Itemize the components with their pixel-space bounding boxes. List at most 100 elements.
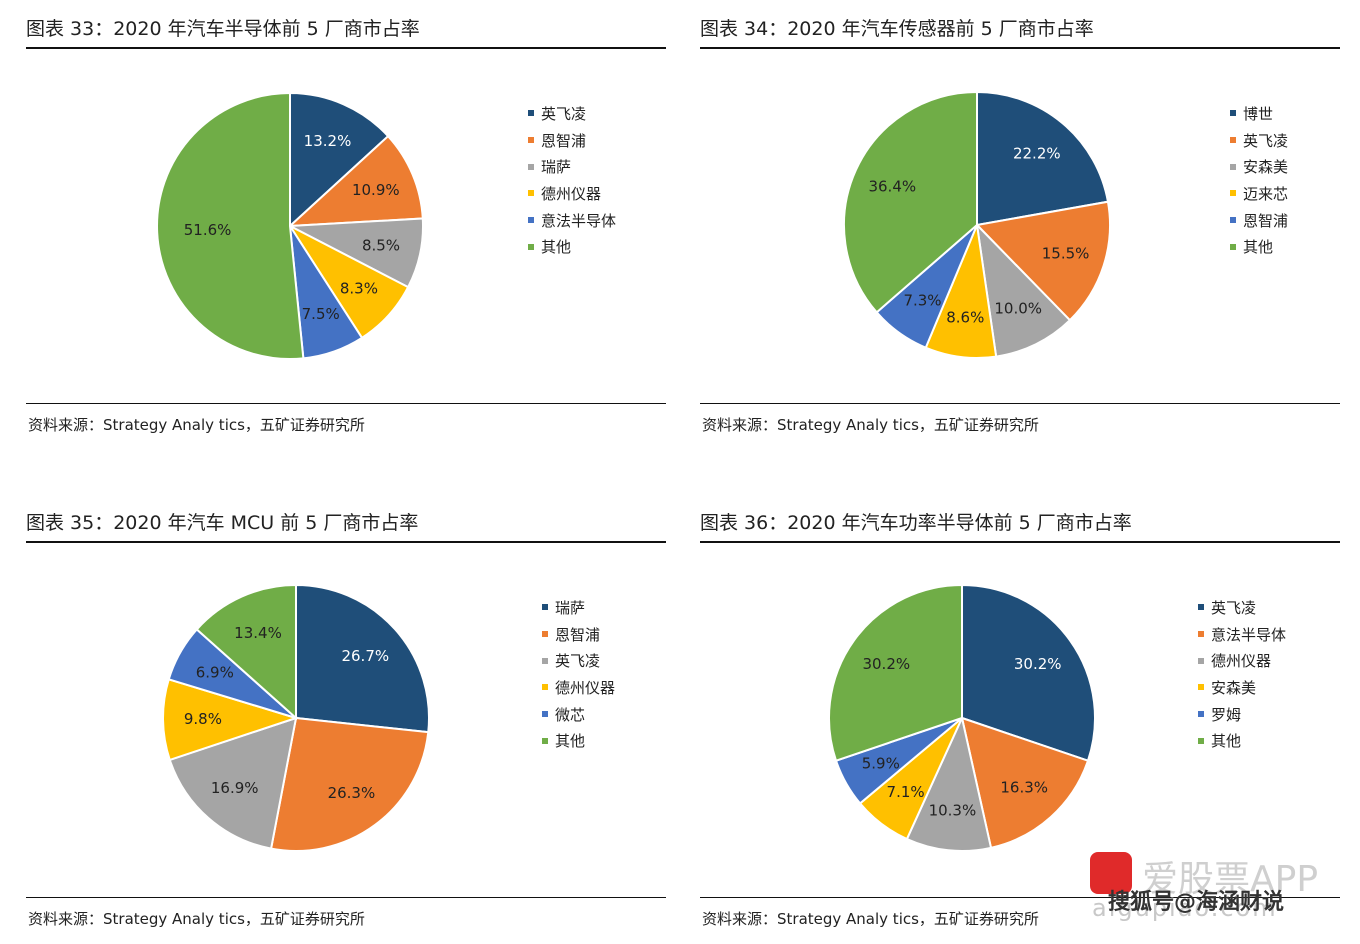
chart-title: 图表 35：2020 年汽车 MCU 前 5 厂商市占率 — [26, 512, 419, 534]
legend-label: 其他 — [1211, 732, 1242, 751]
watermark-app: 爱股票APP — [1142, 859, 1319, 900]
legend-label: 恩智浦 — [541, 131, 587, 150]
legend-item: 安森美 — [1198, 674, 1286, 701]
data-label: 10.3% — [929, 802, 977, 820]
chart-legend: 英飞凌恩智浦瑞萨德州仪器意法半导体其他 — [528, 100, 616, 260]
legend-item: 瑞萨 — [528, 153, 616, 180]
legend-label: 迈来芯 — [1243, 184, 1289, 203]
legend-swatch — [1198, 711, 1204, 718]
legend-label: 瑞萨 — [555, 598, 586, 617]
source-note: 资料来源：Strategy Analy tics，五矿证券研究所 — [28, 416, 365, 434]
pie-slice — [269, 716, 430, 852]
data-label: 8.6% — [946, 308, 984, 326]
pie-slice — [960, 716, 1090, 849]
legend-label: 罗姆 — [1211, 705, 1242, 724]
data-label: 16.3% — [1000, 778, 1048, 796]
legend-label: 其他 — [541, 238, 572, 257]
pie-slice — [961, 583, 1096, 762]
pie-slice — [168, 716, 298, 850]
legend-item: 微芯 — [542, 701, 615, 728]
legend-item: 德州仪器 — [528, 180, 616, 207]
chart-panel-33: 图表 33：2020 年汽车半导体前 5 厂商市占率 13.2% 10.9% 8.5… — [26, 0, 666, 450]
legend-item: 恩智浦 — [542, 621, 615, 648]
legend-item: 其他 — [528, 233, 616, 260]
legend-swatch — [1230, 217, 1236, 224]
legend-label: 意法半导体 — [541, 211, 617, 230]
pie-slice — [289, 91, 390, 229]
data-label: 26.3% — [328, 784, 376, 802]
data-label: 7.5% — [302, 305, 340, 323]
legend-label: 德州仪器 — [541, 184, 602, 203]
legend-item: 意法半导体 — [1198, 621, 1286, 648]
legend-swatch — [1230, 110, 1236, 117]
pie-chart: 30.2% 16.3% 10.3%7.1% 5.9% 30.2% — [828, 583, 1096, 852]
source-note: 资料来源：Strategy Analy tics，五矿证券研究所 — [28, 910, 365, 928]
legend-swatch — [528, 243, 534, 250]
chart-legend: 博世 英飞凌 安森美 迈来芯 恩智浦 其他 — [1230, 100, 1288, 260]
legend-item: 博世 — [1230, 100, 1288, 127]
chart-title: 图表 33：2020 年汽车半导体前 5 厂商市占率 — [26, 18, 420, 40]
legend-label: 安森美 — [1211, 678, 1257, 697]
data-label: 13.2% — [304, 132, 352, 150]
source-rule — [700, 403, 1340, 404]
legend-label: 其他 — [555, 732, 586, 751]
legend-label: 意法半导体 — [1211, 625, 1287, 644]
legend-label: 英飞凌 — [1211, 598, 1257, 617]
legend-label: 安森美 — [1243, 158, 1289, 177]
legend-label: 英飞凌 — [555, 652, 601, 671]
source-note: 资料来源：Strategy Analy tics，五矿证券研究所 — [702, 416, 1039, 434]
legend-swatch — [1198, 631, 1204, 638]
data-label: 22.2% — [1013, 145, 1061, 163]
chart-title: 图表 34：2020 年汽车传感器前 5 厂商市占率 — [700, 18, 1094, 40]
watermark-user: 搜狐号@海涵财说 — [1108, 890, 1285, 915]
pie-chart: 22.2% 15.5% 10.0% 8.6% 7.3% 36.4% — [842, 90, 1111, 359]
chart-legend: 英飞凌意法半导体德州仪器安森美罗姆其他 — [1198, 594, 1286, 754]
legend-swatch — [542, 631, 548, 638]
legend-swatch — [1230, 163, 1236, 170]
legend-label: 恩智浦 — [555, 625, 601, 644]
data-label: 36.4% — [868, 177, 916, 195]
legend-swatch — [528, 110, 534, 117]
legend-item: 安森美 — [1230, 153, 1288, 180]
data-label: 8.5% — [362, 237, 400, 255]
data-label: 7.1% — [887, 783, 925, 801]
watermark-logo-icon — [1090, 852, 1132, 894]
data-label: 15.5% — [1042, 245, 1090, 263]
chart-panel-35: 图表 35：2020 年汽车 MCU 前 5 厂商市占率 26.7% 26.3% 1… — [26, 494, 666, 944]
legend-swatch — [1198, 737, 1204, 744]
chart-legend: 瑞萨恩智浦英飞凌德州仪器 微芯其他 — [542, 594, 615, 754]
legend-item: 德州仪器 — [1198, 647, 1286, 674]
title-rule — [700, 47, 1340, 49]
pie-slice — [287, 134, 424, 228]
chart-panel-36: 图表 36：2020 年汽车功率半导体前 5 厂商市占率 30.2% 16.3% 1… — [700, 494, 1340, 944]
legend-swatch — [1230, 190, 1236, 197]
pie-slice — [905, 714, 993, 852]
legend-label: 英飞凌 — [541, 104, 587, 123]
data-label: 26.7% — [341, 647, 389, 665]
data-label: 7.3% — [903, 292, 941, 310]
source-rule — [26, 403, 666, 404]
legend-item: 意法半导体 — [528, 207, 616, 234]
legend-swatch — [1230, 243, 1236, 250]
data-label: 51.6% — [184, 221, 232, 239]
pie-chart: 13.2% 10.9% 8.5% 8.3%7.5% 51.6% — [156, 91, 424, 360]
pie-slice — [828, 583, 963, 762]
title-rule — [26, 47, 666, 49]
legend-swatch — [542, 604, 548, 611]
pie-slice — [156, 91, 305, 360]
pie-slice — [195, 583, 297, 721]
chart-title: 图表 36：2020 年汽车功率半导体前 5 厂商市占率 — [700, 512, 1132, 534]
legend-item: 德州仪器 — [542, 674, 615, 701]
pie-slice — [295, 583, 430, 734]
legend-label: 德州仪器 — [1211, 652, 1272, 671]
watermark-site: aigupiao.com — [1092, 894, 1278, 922]
data-label: 10.9% — [352, 181, 400, 199]
data-label: 6.9% — [196, 663, 234, 681]
data-label: 9.8% — [184, 710, 222, 728]
legend-label: 博世 — [1243, 104, 1274, 123]
title-rule — [700, 541, 1340, 543]
data-label: 5.9% — [862, 755, 900, 773]
legend-swatch — [1198, 604, 1204, 611]
legend-swatch — [1198, 657, 1204, 664]
data-label: 10.0% — [994, 300, 1042, 318]
